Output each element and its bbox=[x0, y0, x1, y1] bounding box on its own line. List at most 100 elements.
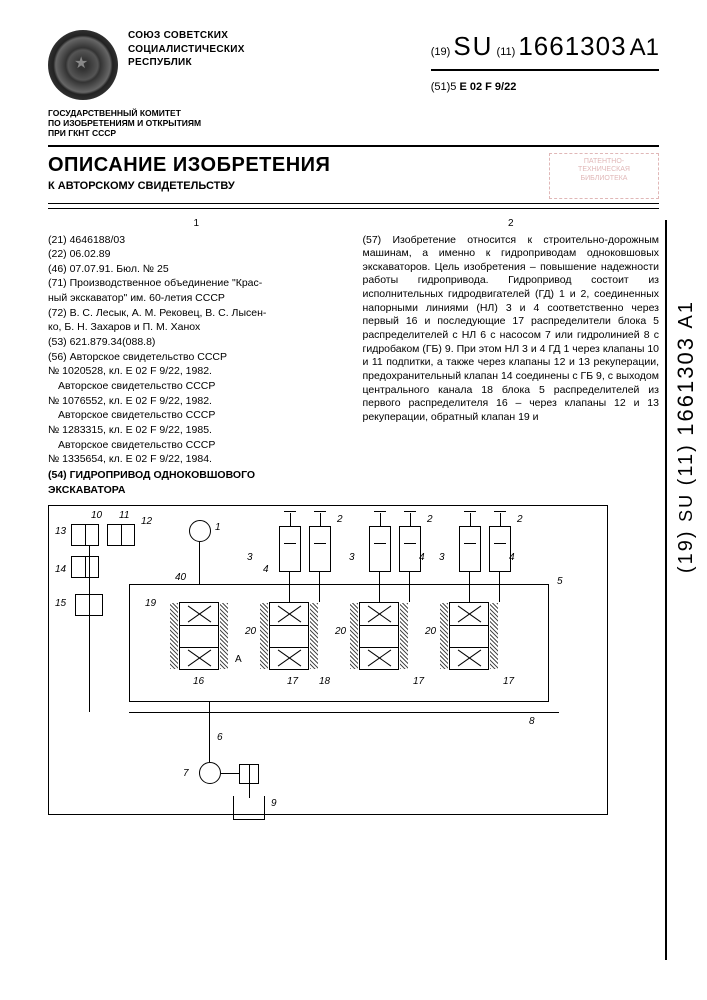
ref-label: 18 bbox=[319, 676, 330, 689]
valve-symbol bbox=[107, 524, 135, 546]
biblio-field-53: (53) 621.879.34(088.8) bbox=[48, 336, 345, 350]
kind-code: A1 bbox=[630, 34, 659, 61]
ref-label: 12 bbox=[141, 516, 152, 529]
biblio-field-72: ко, Б. Н. Захаров и П. М. Ханох bbox=[48, 321, 345, 335]
cylinder-symbol bbox=[459, 526, 481, 572]
ref-label: 13 bbox=[55, 526, 66, 539]
ref-label: 20 bbox=[425, 626, 436, 639]
biblio-field-56: Авторское свидетельство СССР bbox=[48, 409, 345, 423]
column-right: 2 (57) Изобретение относится к строитель… bbox=[363, 217, 660, 500]
directional-valve-symbol bbox=[269, 602, 309, 670]
committee-block: ГОСУДАРСТВЕННЫЙ КОМИТЕТ ПО ИЗОБРЕТЕНИЯМ … bbox=[48, 108, 659, 139]
hydraulic-line bbox=[89, 546, 90, 594]
committee-line: ПРИ ГКНТ СССР bbox=[48, 128, 659, 138]
column-left: 1 (21) 4646188/03 (22) 06.02.89 (46) 07.… bbox=[48, 217, 345, 500]
biblio-field-54: (54) ГИДРОПРИВОД ОДНОКОВШОВОГО bbox=[48, 469, 345, 483]
field-code: (51)5 bbox=[431, 81, 457, 93]
biblio-field-56: (56) Авторское свидетельство СССР bbox=[48, 351, 345, 365]
doc-number: 1661303 bbox=[518, 31, 626, 61]
section-rule bbox=[48, 145, 659, 147]
ref-label: 5 bbox=[557, 576, 563, 589]
hydraulic-line bbox=[209, 702, 210, 762]
ref-label: 15 bbox=[55, 598, 66, 611]
ref-label: 1 bbox=[215, 522, 221, 535]
hydraulic-line bbox=[129, 712, 559, 713]
hydraulic-line bbox=[499, 572, 500, 602]
biblio-field-54: ЭКСКАВАТОРА bbox=[48, 484, 345, 498]
union-line: РЕСПУБЛИК bbox=[128, 57, 431, 70]
tank-symbol bbox=[233, 796, 265, 820]
directional-valve-symbol bbox=[359, 602, 399, 670]
hydraulic-line bbox=[289, 572, 290, 602]
column-number: 2 bbox=[363, 217, 660, 230]
stamp-line: БИБЛИОТЕКА bbox=[552, 175, 656, 184]
section-rule bbox=[48, 203, 659, 204]
ref-label: 17 bbox=[503, 676, 514, 689]
country-code: SU bbox=[453, 31, 493, 61]
ref-label: 10 bbox=[91, 510, 102, 523]
hydraulic-schematic: 13 12 11 10 14 15 1 2 2 2 3 4 3 4 3 4 5 … bbox=[48, 505, 608, 815]
ref-label: 3 bbox=[349, 552, 355, 565]
biblio-field-21: (21) 4646188/03 bbox=[48, 234, 345, 248]
ref-label: 7 bbox=[183, 768, 189, 781]
biblio-field-22: (22) 06.02.89 bbox=[48, 248, 345, 262]
stamp-line: ПАТЕНТНО- bbox=[552, 158, 656, 167]
kind-code: A1 bbox=[675, 300, 697, 328]
directional-valve-symbol bbox=[179, 602, 219, 670]
stamp-line: ТЕХНИЧЕСКАЯ bbox=[552, 166, 656, 175]
ref-label: 17 bbox=[287, 676, 298, 689]
field-code: (11) bbox=[675, 443, 697, 485]
valve-symbol bbox=[71, 524, 99, 546]
hydraulic-motor-symbol bbox=[189, 520, 211, 542]
section-rule bbox=[48, 208, 659, 209]
ref-label: 6 bbox=[217, 732, 223, 745]
cylinder-symbol bbox=[489, 526, 511, 572]
hydraulic-line bbox=[221, 773, 239, 774]
committee-line: ГОСУДАРСТВЕННЫЙ КОМИТЕТ bbox=[48, 108, 659, 118]
ref-label: 20 bbox=[335, 626, 346, 639]
union-line: СОЮЗ СОВЕТСКИХ bbox=[128, 30, 431, 43]
ipc-code: E 02 F 9/22 bbox=[459, 81, 516, 93]
union-line: СОЦИАЛИСТИЧЕСКИХ bbox=[128, 44, 431, 57]
doc-number: 1661303 bbox=[673, 336, 698, 436]
biblio-field-56: Авторское свидетельство СССР bbox=[48, 439, 345, 453]
issuing-country-block: СОЮЗ СОВЕТСКИХ СОЦИАЛИСТИЧЕСКИХ РЕСПУБЛИ… bbox=[128, 30, 431, 95]
hydraulic-line bbox=[199, 542, 200, 584]
cylinder-symbol bbox=[399, 526, 421, 572]
ref-label: 9 bbox=[271, 798, 277, 811]
hydraulic-line bbox=[409, 572, 410, 602]
ref-label: 11 bbox=[119, 510, 129, 523]
ref-label: 3 bbox=[439, 552, 445, 565]
biblio-field-56: № 1335654, кл. E 02 F 9/22, 1984. bbox=[48, 453, 345, 467]
column-number: 1 bbox=[48, 217, 345, 230]
biblio-field-71: (71) Производственное объединение "Крас- bbox=[48, 277, 345, 291]
side-publication-number: (19) SU (11) 1661303 A1 bbox=[672, 300, 700, 573]
biblio-field-46: (46) 07.07.91. Бюл. № 25 bbox=[48, 263, 345, 277]
biblio-field-72: (72) В. С. Лесык, А. М. Рековец, В. С. Л… bbox=[48, 307, 345, 321]
library-stamp: ПАТЕНТНО- ТЕХНИЧЕСКАЯ БИБЛИОТЕКА bbox=[549, 153, 659, 199]
cylinder-symbol bbox=[369, 526, 391, 572]
state-emblem bbox=[48, 30, 118, 100]
ref-label: 2 bbox=[337, 514, 343, 527]
ipc-classification: (51)5 E 02 F 9/22 bbox=[431, 81, 659, 95]
relief-valve-symbol bbox=[75, 594, 103, 616]
abstract-text: (57) Изобретение относится к строительно… bbox=[363, 234, 660, 425]
ref-label: 8 bbox=[529, 716, 535, 729]
hydraulic-line bbox=[319, 572, 320, 602]
ref-label: 17 bbox=[413, 676, 424, 689]
field-code: (19) bbox=[675, 529, 697, 573]
hydraulic-line bbox=[379, 572, 380, 602]
ref-label: 2 bbox=[517, 514, 523, 527]
committee-line: ПО ИЗОБРЕТЕНИЯМ И ОТКРЫТИЯМ bbox=[48, 118, 659, 128]
publication-number: (19) SU (11) 1661303 A1 bbox=[431, 30, 659, 63]
field-code: (11) bbox=[497, 46, 516, 58]
ref-label: 20 bbox=[245, 626, 256, 639]
directional-valve-symbol bbox=[449, 602, 489, 670]
cylinder-symbol bbox=[309, 526, 331, 572]
ref-label: 19 bbox=[145, 598, 156, 611]
side-rule bbox=[665, 220, 667, 960]
section-marker: А bbox=[235, 654, 242, 667]
ref-label: 4 bbox=[419, 552, 425, 565]
document-subtitle: К АВТОРСКОМУ СВИДЕТЕЛЬСТВУ bbox=[48, 180, 330, 194]
field-code: (19) bbox=[431, 46, 451, 58]
